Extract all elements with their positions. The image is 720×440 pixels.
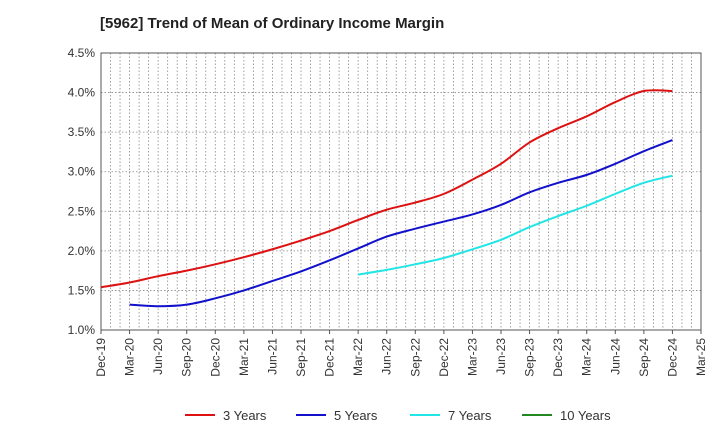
x-tick-label: Dec-23 [551, 338, 565, 377]
x-tick-label: Jun-21 [265, 338, 279, 375]
x-tick-label: Jun-22 [380, 338, 394, 375]
legend-label-10-years: 10 Years [560, 408, 611, 423]
x-tick-label: Jun-23 [494, 338, 508, 375]
x-tick-label: Sep-21 [294, 338, 308, 377]
series-line-5-years [129, 139, 673, 308]
y-tick-label: 4.0% [68, 86, 96, 100]
x-tick-label: Jun-24 [608, 338, 622, 375]
x-tick-label: Dec-22 [437, 338, 451, 377]
grid-layer [101, 53, 701, 330]
chart-title: [5962] Trend of Mean of Ordinary Income … [100, 15, 445, 32]
y-tick-label: 2.0% [68, 244, 96, 258]
legend-label-3-years: 3 Years [223, 408, 267, 423]
x-tick-label: Mar-20 [123, 338, 137, 376]
x-tick-label: Sep-24 [637, 338, 651, 377]
y-tick-label: 1.0% [68, 323, 96, 337]
y-tick-label: 2.5% [68, 204, 96, 218]
x-tick-label: Jun-20 [151, 338, 165, 375]
legend-label-5-years: 5 Years [334, 408, 378, 423]
x-tick-label: Sep-22 [408, 338, 422, 377]
x-tick-label: Mar-22 [351, 338, 365, 376]
series-line-3-years [100, 89, 673, 289]
x-tick-label: Dec-21 [323, 338, 337, 377]
y-tick-label: 3.0% [68, 165, 96, 179]
y-tick-label: 3.5% [68, 125, 96, 139]
x-tick-label: Mar-24 [580, 338, 594, 376]
x-tick-label: Sep-20 [180, 338, 194, 377]
series-layer [100, 89, 673, 308]
plot-border [100, 52, 702, 331]
x-tick-label: Dec-19 [94, 338, 108, 377]
x-tick-label: Mar-21 [237, 338, 251, 376]
x-tick-label: Mar-23 [465, 338, 479, 376]
x-tick-label: Dec-24 [665, 338, 679, 377]
series-line-7-years [357, 174, 673, 276]
x-tick-label: Dec-20 [208, 338, 222, 377]
y-tick-label: 4.5% [68, 46, 96, 60]
x-tick-label: Sep-23 [523, 338, 537, 377]
legend-label-7-years: 7 Years [448, 408, 492, 423]
axis-layer: 1.0% 1.5% 2.0% 2.5% 3.0% 3.5% 4.0% 4.5% Dec-19 Ma… [68, 46, 708, 377]
legend: 3 Years 5 Years 7 Years 10 Years [185, 408, 611, 423]
x-tick-label: Mar-25 [694, 338, 708, 376]
y-tick-label: 1.5% [68, 283, 96, 297]
